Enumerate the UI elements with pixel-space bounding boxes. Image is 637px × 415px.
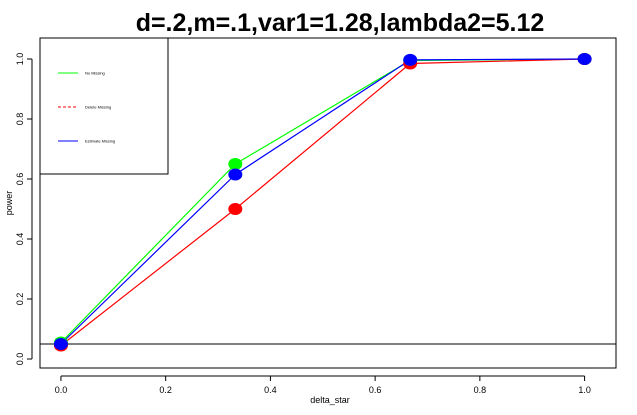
series-line-2 [60,58,585,346]
series-layer [60,58,585,346]
x-tick-label: 0.0 [55,385,68,395]
x-axis-label: delta_star [310,395,350,405]
x-tick-label: 0.4 [264,385,277,395]
y-axis: 0.0 0.2 0.4 0.6 0.8 1.0 [15,53,33,366]
x-axis: 0.0 0.2 0.4 0.6 0.8 1.0 [55,375,591,395]
x-tick-label: 0.8 [474,385,487,395]
legend-box [39,37,169,175]
x-tick-label: 0.6 [369,385,382,395]
legend-label: No Missing [85,71,105,76]
y-tick-label: 0.8 [15,113,25,126]
plot-area-frame [39,37,617,369]
y-tick-label: 0.0 [15,353,25,366]
y-axis-label: power [4,191,14,216]
chart-title: d=.2,m=.1,var1=1.28,lambda2=5.12 [136,9,545,37]
data-point [577,53,592,65]
y-tick-label: 0.4 [15,233,25,246]
y-tick-label: 0.2 [15,293,25,306]
legend: No Missing Delete Missing Estimate Missing [39,37,169,175]
x-tick-label: 0.2 [159,385,172,395]
legend-label: Delete Missing [85,105,111,110]
y-tick-label: 0.6 [15,173,25,186]
x-tick-label: 1.0 [578,385,591,395]
y-tick-label: 1.0 [15,53,25,66]
data-point [228,158,243,170]
points-layer [53,53,592,352]
data-point [403,53,418,66]
data-point [53,338,68,350]
series-line-3 [60,58,585,345]
data-point [228,203,243,215]
data-point [228,168,243,181]
legend-label: Estimate Missing [85,139,115,144]
